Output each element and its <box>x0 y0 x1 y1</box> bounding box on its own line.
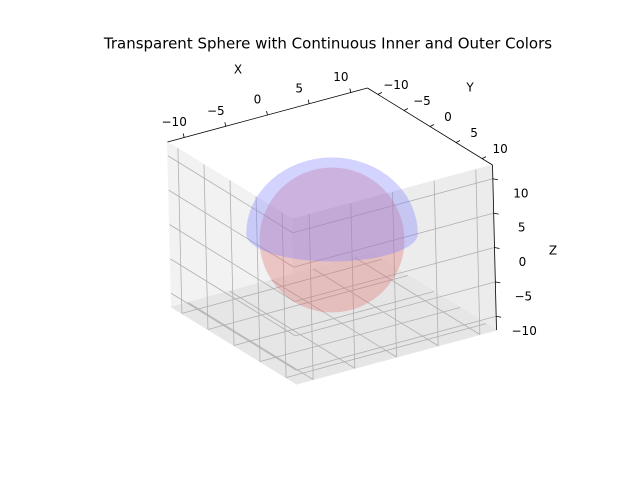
x-tick-label: 10 <box>333 70 348 84</box>
tick-mark <box>494 247 500 249</box>
z-tick-label: 5 <box>518 221 526 235</box>
y-tick-label: 5 <box>470 126 478 140</box>
grid-line <box>292 178 493 234</box>
tick-mark <box>455 140 461 143</box>
x-tick-label: −5 <box>207 104 225 118</box>
sphere-outer <box>246 157 418 262</box>
grid-line <box>207 275 409 330</box>
y-tick-label: 0 <box>444 110 452 124</box>
tick-mark <box>493 212 499 215</box>
grid-line <box>295 281 496 337</box>
x-tick-label: 0 <box>254 93 262 107</box>
grid-line <box>167 155 294 234</box>
tick-mark <box>182 133 185 138</box>
y-tick-label: −10 <box>383 78 408 92</box>
z-axis-label: Z <box>549 244 557 258</box>
tick-mark <box>429 124 435 127</box>
tick-mark <box>307 99 310 104</box>
grid-line <box>170 292 297 371</box>
z-tick-label: 0 <box>519 255 527 269</box>
x-axis-label: X <box>234 63 242 77</box>
grid-line <box>285 323 487 378</box>
y-tick-label: 10 <box>492 142 507 156</box>
tick-mark <box>492 178 498 181</box>
x-tick-label: 5 <box>295 81 303 95</box>
tick-mark <box>377 92 383 95</box>
grid-line <box>168 189 294 268</box>
grid-line <box>181 259 383 314</box>
grid-line <box>170 258 296 337</box>
grid-line <box>293 212 494 268</box>
grid-line <box>294 247 495 302</box>
tick-mark <box>495 281 501 284</box>
tick-mark <box>403 108 409 111</box>
sphere-inner <box>259 167 405 313</box>
y-axis-label: Y <box>465 81 474 95</box>
z-tick-label: −10 <box>512 324 537 338</box>
y-tick-label: −5 <box>413 94 431 108</box>
grid-line <box>169 224 295 302</box>
chart-title: Transparent Sphere with Continuous Inner… <box>103 35 552 53</box>
tick-mark <box>481 156 487 159</box>
tick-mark <box>266 110 268 116</box>
tick-mark <box>496 315 502 318</box>
tick-mark <box>224 122 227 127</box>
x-tick-label: −10 <box>162 115 187 129</box>
z-tick-label: 10 <box>513 186 528 200</box>
grid-line <box>259 307 461 362</box>
grid-line <box>296 315 497 371</box>
z-tick-label: −5 <box>514 289 532 303</box>
tick-mark <box>349 88 352 93</box>
grid-line <box>233 291 435 346</box>
